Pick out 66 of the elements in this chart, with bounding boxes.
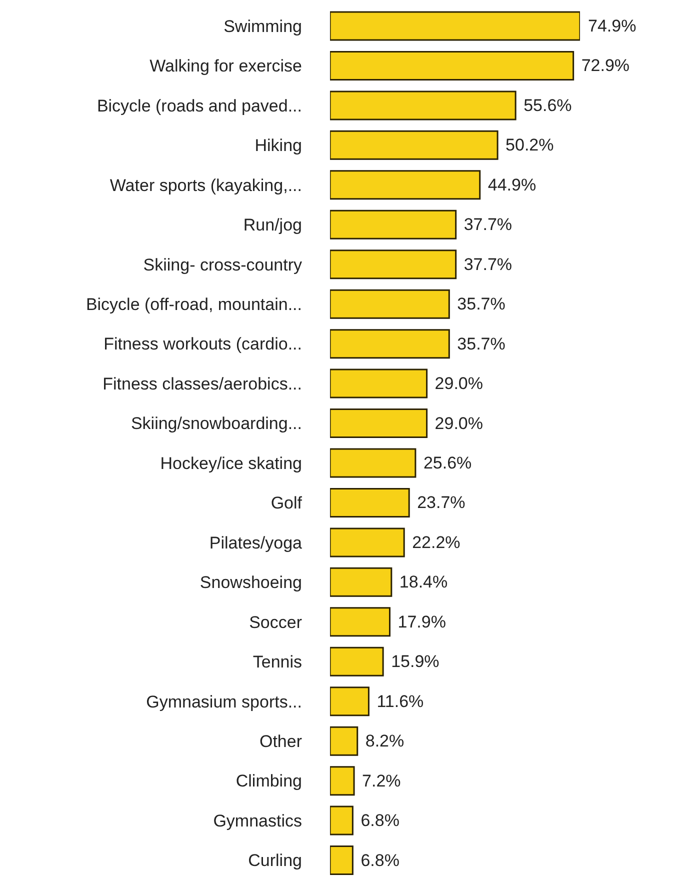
y-tick-label: Hiking bbox=[254, 136, 302, 156]
bar bbox=[330, 90, 516, 120]
bar bbox=[330, 528, 405, 558]
data-label: 22.2% bbox=[412, 532, 460, 552]
y-tick-label: Other bbox=[259, 732, 302, 751]
bar bbox=[330, 488, 410, 518]
bar bbox=[330, 170, 481, 200]
data-label: 15.9% bbox=[391, 652, 440, 672]
bar bbox=[330, 766, 355, 796]
data-label: 35.7% bbox=[457, 334, 506, 354]
y-tick-label: Golf bbox=[270, 494, 302, 513]
bar bbox=[330, 686, 370, 716]
data-label: 50.2% bbox=[506, 136, 554, 155]
data-label: 72.9% bbox=[581, 56, 630, 76]
bar bbox=[330, 726, 358, 756]
bar bbox=[330, 11, 580, 41]
bar bbox=[330, 250, 457, 280]
y-tick-label: Gymnastics bbox=[213, 811, 302, 830]
data-label: 37.7% bbox=[464, 215, 512, 234]
bar bbox=[330, 646, 384, 676]
data-label: 29.0% bbox=[434, 374, 483, 394]
bar bbox=[330, 408, 428, 438]
y-tick-label: Swimming bbox=[224, 16, 302, 36]
data-label: 18.4% bbox=[399, 572, 448, 592]
y-tick-label: Run/jog bbox=[243, 216, 302, 235]
y-tick-label: Gymnasium sports... bbox=[146, 692, 302, 712]
y-tick-label: Soccer bbox=[249, 612, 302, 632]
bar bbox=[330, 806, 354, 836]
y-tick-label: Hockey/ice skating bbox=[160, 454, 302, 473]
y-tick-label: Walking for exercise bbox=[150, 56, 302, 76]
data-label: 74.9% bbox=[588, 16, 636, 36]
data-label: 44.9% bbox=[488, 175, 536, 194]
y-tick-label: Curling bbox=[248, 851, 302, 870]
bar bbox=[330, 567, 392, 597]
y-tick-label: Fitness classes/aerobics... bbox=[102, 374, 302, 394]
y-tick-label: Tennis bbox=[252, 652, 302, 672]
y-tick-label: Pilates/yoga bbox=[209, 533, 303, 552]
y-tick-label: Fitness workouts (cardio... bbox=[104, 334, 302, 354]
bar bbox=[330, 329, 450, 359]
data-label: 35.7% bbox=[457, 294, 506, 314]
data-label: 25.6% bbox=[423, 454, 472, 472]
data-label: 11.6% bbox=[376, 692, 424, 711]
data-label: 17.9% bbox=[398, 612, 446, 632]
data-label: 37.7% bbox=[464, 254, 512, 274]
bar bbox=[330, 210, 457, 240]
data-label: 6.8% bbox=[360, 811, 400, 830]
bar bbox=[330, 50, 574, 80]
bar bbox=[330, 368, 428, 398]
y-tick-label: Bicycle (off-road, mountain... bbox=[86, 294, 302, 314]
data-label: 8.2% bbox=[365, 732, 404, 751]
data-label: 6.8% bbox=[360, 850, 400, 870]
bar bbox=[330, 289, 450, 319]
bar bbox=[330, 448, 416, 478]
data-label: 55.6% bbox=[524, 96, 572, 115]
data-label: 29.0% bbox=[434, 414, 483, 433]
y-tick-label: Snowshoeing bbox=[200, 573, 302, 592]
y-tick-label: Water sports (kayaking,... bbox=[110, 176, 302, 195]
bar bbox=[330, 607, 390, 637]
y-tick-label: Climbing bbox=[236, 772, 302, 791]
data-label: 7.2% bbox=[362, 771, 401, 790]
y-tick-label: Bicycle (roads and paved... bbox=[96, 96, 302, 116]
y-tick-label: Skiing/snowboarding... bbox=[130, 414, 302, 434]
data-label: 23.7% bbox=[417, 493, 466, 512]
bar bbox=[330, 130, 498, 160]
bar bbox=[330, 846, 354, 876]
y-tick-label: Skiing- cross-country bbox=[143, 255, 302, 274]
